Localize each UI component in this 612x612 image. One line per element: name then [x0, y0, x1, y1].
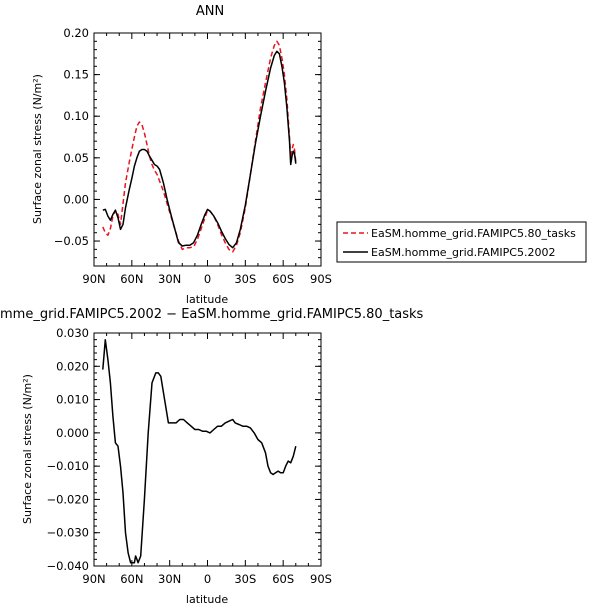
legend-label-2002: EaSM.homme_grid.FAMIPC5.2002	[371, 246, 555, 259]
bottom-y-tick-label: −0.020	[46, 492, 89, 506]
top-y-tick-label: 0.15	[63, 68, 89, 82]
legend: EaSM.homme_grid.FAMIPC5.80_tasks EaSM.ho…	[336, 221, 587, 263]
bottom-panel: mme_grid.FAMIPC5.2002 − EaSM.homme_grid.…	[0, 307, 424, 606]
top-title: ANN	[196, 4, 224, 19]
top-x-tick-label: 90S	[310, 272, 332, 286]
top-x-tick-label: 30N	[158, 272, 181, 286]
top-series	[102, 40, 297, 253]
bottom-y-tick-label: 0.030	[56, 326, 89, 340]
top-x-axis-label: latitude	[186, 293, 228, 306]
bottom-y-tick-label: −0.030	[46, 526, 89, 540]
bottom-title: mme_grid.FAMIPC5.2002 − EaSM.homme_grid.…	[0, 307, 424, 322]
top-x-tick-label: 60N	[120, 272, 143, 286]
bottom-x-tick-label: 30S	[234, 572, 256, 586]
top-panel: ANN 90N 60N 30N 0 30S 60S 90S −0.05 0.00 0.05 0.10…	[31, 4, 332, 306]
bottom-x-tick-label: 90S	[310, 572, 332, 586]
top-x-tick-label: 0	[204, 272, 211, 286]
bottom-y-tick-label: 0.020	[56, 359, 89, 373]
top-y-tick-label: 0.10	[63, 109, 89, 123]
bottom-series-line-0	[102, 338, 297, 564]
top-series-line-0	[102, 40, 297, 253]
bottom-x-axis-label: latitude	[186, 593, 228, 606]
top-y-tick-label: 0.05	[63, 151, 89, 165]
bottom-x-tick-label: 90N	[82, 572, 105, 586]
bottom-x-tick-label: 30N	[158, 572, 181, 586]
top-y-tick-label: 0.20	[63, 26, 89, 40]
top-y-tick-label: 0.00	[63, 192, 89, 206]
legend-frame	[336, 221, 587, 263]
top-x-tick-label: 30S	[234, 272, 256, 286]
top-plot-frame	[93, 32, 322, 267]
top-x-tick-label: 90N	[82, 272, 105, 286]
top-y-axis-label: Surface zonal stress (N/m²)	[31, 74, 44, 224]
top-series-line-1	[102, 50, 297, 249]
legend-label-80-tasks: EaSM.homme_grid.FAMIPC5.80_tasks	[371, 227, 576, 240]
top-ticks: 90N 60N 30N 0 30S 60S 90S −0.05 0.00 0.05 0.10 0.15…	[54, 26, 332, 286]
bottom-y-tick-label: −0.010	[46, 459, 89, 473]
top-y-tick-label: −0.05	[54, 234, 89, 248]
bottom-plot-frame	[93, 332, 322, 567]
bottom-x-tick-label: 60S	[272, 572, 294, 586]
bottom-x-tick-label: 60N	[120, 572, 143, 586]
bottom-y-tick-label: 0.000	[56, 426, 89, 440]
bottom-ticks: 90N 60N 30N 0 30S 60S 90S −0.040 −0.030 −0.020 −0.…	[46, 326, 332, 586]
bottom-series	[102, 338, 297, 564]
bottom-x-tick-label: 0	[204, 572, 211, 586]
bottom-y-axis-label: Surface zonal stress (N/m²)	[21, 374, 34, 524]
top-x-tick-label: 60S	[272, 272, 294, 286]
bottom-y-tick-label: 0.010	[56, 393, 89, 407]
bottom-y-tick-label: −0.040	[46, 559, 89, 573]
